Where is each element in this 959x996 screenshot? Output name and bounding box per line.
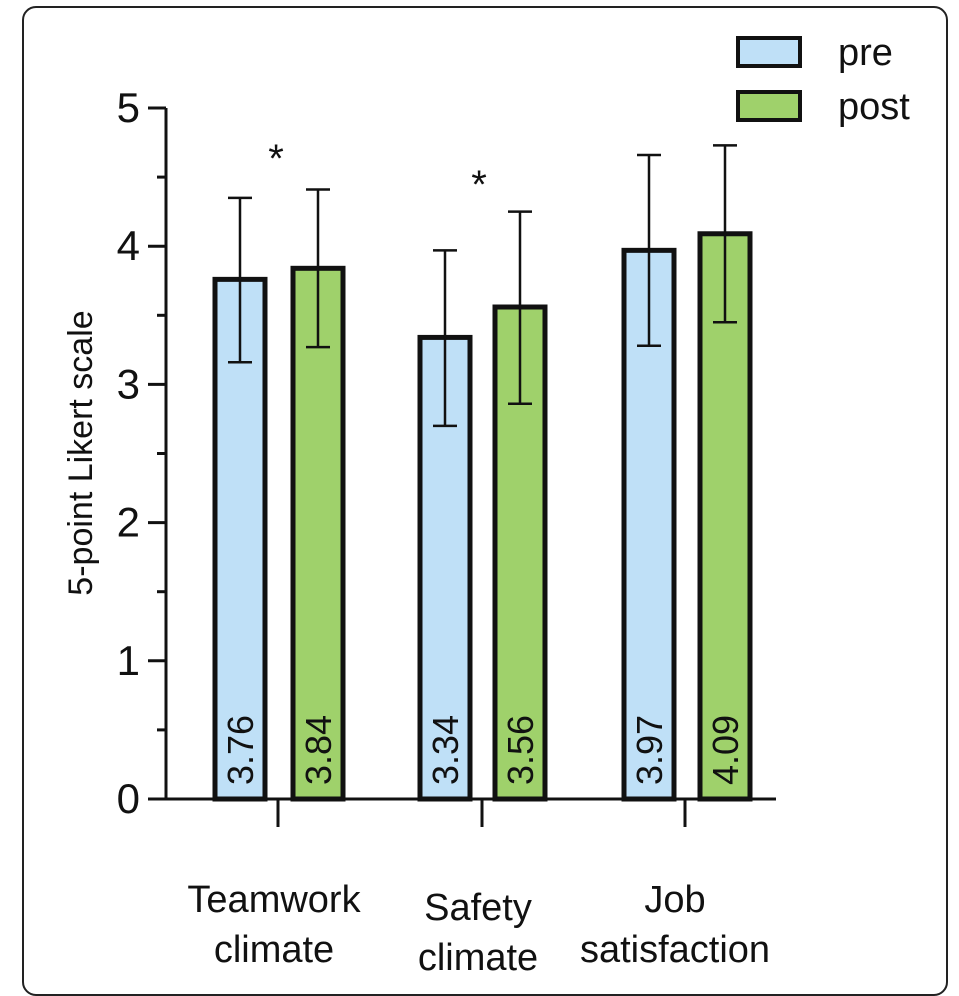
y-tick-label: 4 — [117, 222, 140, 269]
legend-swatch-pre — [736, 36, 802, 68]
legend-label-pre: pre — [838, 32, 893, 74]
bar-value-label: 4.09 — [705, 715, 746, 785]
y-tick-label: 2 — [117, 499, 140, 546]
x-tick-label: satisfaction — [580, 929, 770, 971]
bar-post — [697, 231, 753, 802]
x-tick-label: Safety — [424, 887, 532, 929]
x-tick-label: climate — [214, 929, 334, 971]
x-tick-label: climate — [418, 937, 538, 976]
y-axis-label: 5-point Likert scale — [62, 310, 100, 595]
chart: 0 1 2 3 4 5 5-point Likert scale Teamwork climat… — [62, 32, 910, 976]
significance-star: * — [471, 163, 487, 207]
y-tick-label: 1 — [117, 637, 140, 684]
x-tick-label: Job — [644, 879, 705, 921]
legend-swatch-post — [736, 90, 802, 122]
y-tick-label: 5 — [117, 84, 140, 131]
x-tick-label: Teamwork — [187, 879, 361, 921]
bar-value-label: 3.84 — [298, 715, 339, 785]
bar-value-label: 3.56 — [500, 715, 541, 785]
bar-post — [290, 265, 346, 802]
figure-frame — [22, 6, 948, 996]
bar-value-label: 3.97 — [629, 715, 670, 785]
legend-label-post: post — [838, 86, 910, 128]
significance-star: * — [268, 137, 284, 181]
y-tick-label: 3 — [117, 360, 140, 407]
bar-value-label: 3.76 — [220, 715, 261, 785]
y-tick-label: 0 — [117, 775, 140, 822]
bar-value-label: 3.34 — [425, 715, 466, 785]
